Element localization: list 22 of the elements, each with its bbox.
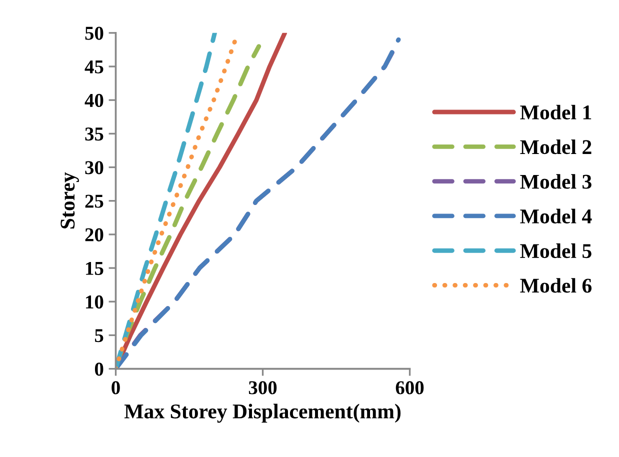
y-axis-title: Storey	[60, 172, 79, 228]
y-tick-label: 25	[85, 194, 104, 208]
y-tick-label: 0	[94, 362, 104, 376]
x-tick-label: 600	[396, 381, 424, 394]
y-tick-label: 35	[85, 128, 104, 141]
x-tick-label: 300	[248, 381, 277, 394]
y-tick-label: 20	[85, 228, 104, 242]
legend-label: Model 4	[520, 208, 592, 224]
y-tick-label: 45	[84, 60, 104, 74]
y-tick-label: 30	[85, 161, 104, 174]
x-axis-title: Max Storey Displacement(mm)	[124, 404, 401, 423]
legend-label: Model 6	[520, 278, 592, 293]
y-tick-label: 5	[95, 329, 104, 342]
legend-label: Model 5	[520, 243, 592, 258]
y-tick-label: 40	[84, 94, 104, 108]
legend-label: Model 3	[520, 174, 592, 189]
legend-label: Model 1	[520, 104, 592, 120]
y-tick-label: 50	[85, 26, 104, 40]
y-tick-label: 15	[86, 262, 104, 275]
legend-label: Model 2	[520, 140, 592, 154]
y-tick-label: 10	[86, 295, 104, 309]
x-tick-label: 0	[112, 381, 120, 394]
